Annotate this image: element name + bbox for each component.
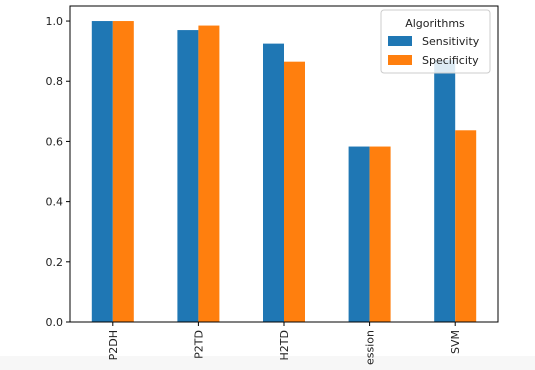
bar-specificity-regression <box>369 146 391 322</box>
x-tick-label: SVM <box>449 330 462 354</box>
bar-specificity-dh2td <box>284 61 305 323</box>
bar-specificity-ap2dh <box>112 21 134 323</box>
x-tick-label: P2TD <box>192 330 205 359</box>
legend-label-sensitivity: Sensitivity <box>422 35 480 48</box>
y-tick-label: 0.8 <box>46 75 64 88</box>
legend: Algorithms Sensitivity Specificity <box>380 9 491 74</box>
bar-specificity-ap2td <box>198 25 220 323</box>
bar-sensitivity-dh2td <box>263 43 284 322</box>
legend-swatch-specificity <box>388 55 412 65</box>
y-tick-label: 1.0 <box>46 15 64 28</box>
bar-sensitivity-svm <box>434 60 456 323</box>
x-axis: P2DH P2TD H2TD ession SVM <box>107 322 462 365</box>
legend-swatch-sensitivity <box>388 36 412 46</box>
bar-sensitivity-ap2dh <box>91 21 113 323</box>
x-tick-label: P2DH <box>107 330 120 360</box>
x-tick-label: H2TD <box>278 330 291 360</box>
y-tick-label: 0.4 <box>46 196 64 209</box>
x-tick-label: ession <box>364 330 377 365</box>
y-tick-label: 0.2 <box>46 256 64 269</box>
bar-specificity-svm <box>455 130 477 322</box>
y-axis: 0.0 0.2 0.4 0.6 0.8 1.0 <box>46 15 70 329</box>
bar-sensitivity-regression <box>348 146 370 322</box>
bottom-strip <box>0 356 535 370</box>
legend-label-specificity: Specificity <box>422 54 479 67</box>
legend-title: Algorithms <box>405 17 465 30</box>
y-tick-label: 0.0 <box>46 316 64 329</box>
bar-sensitivity-ap2td <box>177 30 199 322</box>
bars-group <box>91 21 477 323</box>
y-tick-label: 0.6 <box>46 135 64 148</box>
